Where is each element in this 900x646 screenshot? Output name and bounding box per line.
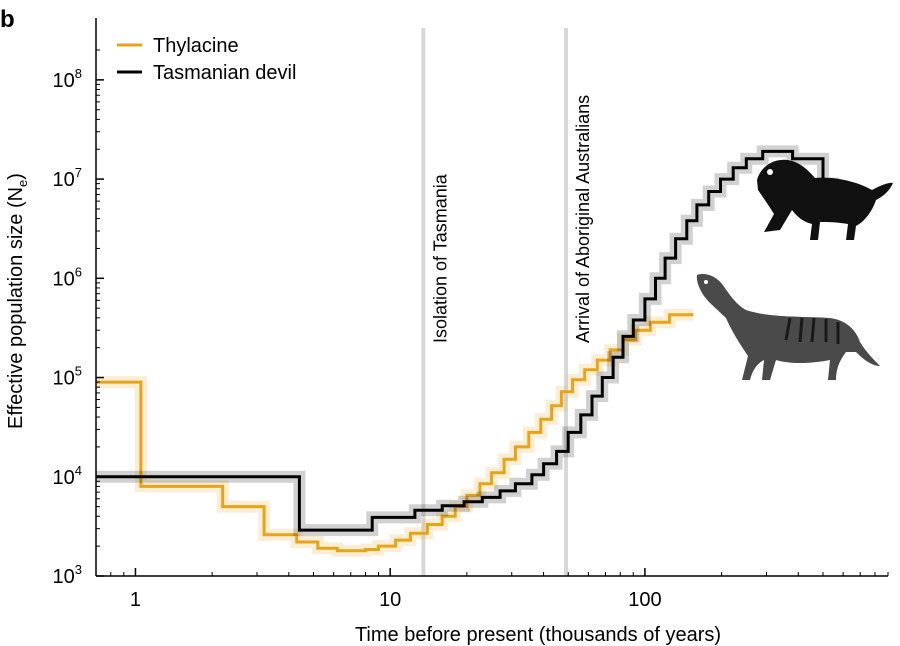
isolation-of-tasmania-label: Isolation of Tasmania	[430, 173, 450, 343]
y-axis-title-subscript: e	[15, 180, 30, 187]
y-axis-title-suffix: )	[5, 173, 27, 180]
y-tick-base: 10	[53, 368, 75, 390]
y-tick-exponent: 3	[75, 562, 82, 577]
y-tick-label: 105	[53, 364, 82, 390]
y-tick-base: 10	[53, 268, 75, 290]
arrival-of-aboriginal-australians-label: Arrival of Aboriginal Australians	[573, 95, 593, 343]
x-axis-title: Time before present (thousands of years)	[355, 624, 721, 646]
panel-label: b	[0, 6, 15, 33]
y-tick-exponent: 5	[75, 364, 82, 379]
y-tick-base: 10	[53, 70, 75, 92]
series-layer	[96, 145, 840, 557]
y-tick-base: 10	[53, 169, 75, 191]
y-tick-label: 104	[53, 463, 82, 489]
y-tick-base: 10	[53, 467, 75, 489]
legend-label-thylacine: Thylacine	[153, 35, 239, 57]
y-tick-exponent: 4	[75, 463, 82, 478]
x-tick-label: 100	[628, 589, 661, 611]
legend: Thylacine Tasmanian devil	[117, 35, 296, 84]
x-tick-label: 10	[379, 589, 401, 611]
y-tick-exponent: 7	[75, 165, 82, 180]
axes	[95, 18, 888, 577]
y-tick-label: 103	[53, 562, 82, 588]
tasmanian-devil-uncertainty-band	[96, 145, 840, 537]
y-tick-base: 10	[53, 566, 75, 588]
event-annotations: Isolation of Tasmania Arrival of Aborigi…	[421, 28, 593, 576]
y-tick-label: 106	[53, 264, 82, 290]
y-tick-label: 108	[53, 66, 82, 92]
legend-label-tasmanian-devil: Tasmanian devil	[153, 62, 296, 84]
tasmanian-devil-silhouette-icon	[757, 159, 893, 240]
tasmanian-devil-line	[96, 149, 840, 532]
y-tick-exponent: 8	[75, 66, 82, 81]
x-tick-label: 1	[130, 589, 141, 611]
y-tick-exponent: 6	[75, 264, 82, 279]
y-axis-title: Effective population size (Ne)	[5, 173, 30, 429]
y-axis-title-main: Effective population size (N	[5, 187, 27, 429]
y-tick-label: 107	[53, 165, 82, 191]
thylacine-line	[96, 313, 694, 553]
thylacine-silhouette-icon	[696, 274, 880, 380]
